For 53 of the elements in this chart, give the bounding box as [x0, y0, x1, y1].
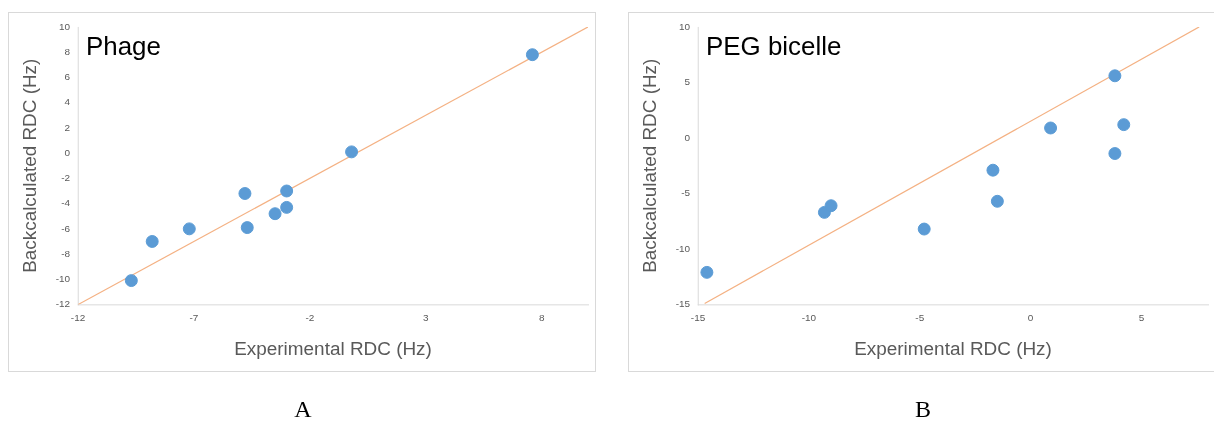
- x-tick-label: -2: [305, 312, 315, 324]
- y-tick-label: -8: [61, 247, 71, 259]
- x-axis-title: Experimental RDC (Hz): [234, 337, 432, 359]
- y-tick-label: 8: [64, 45, 71, 57]
- y-tick-label: -6: [61, 222, 71, 234]
- point: [145, 235, 159, 248]
- x-tick-label: 8: [538, 312, 545, 324]
- text: A: [293, 396, 313, 423]
- point: [1117, 118, 1131, 132]
- point: [280, 184, 294, 198]
- x-tick-label: -7: [189, 312, 199, 324]
- point: [238, 187, 252, 200]
- y-tick-label: -10: [55, 273, 71, 285]
- point: [268, 207, 282, 221]
- point: [1108, 147, 1122, 160]
- y-tick-label: 0: [684, 131, 691, 143]
- point: [345, 145, 359, 159]
- point: [1108, 69, 1122, 83]
- y-tick-label: -5: [681, 187, 691, 199]
- point: [182, 222, 196, 236]
- point: [700, 265, 714, 279]
- chart-title: Phage: [85, 31, 161, 60]
- x-tick-label: 0: [1027, 312, 1034, 324]
- y-tick-label: -15: [675, 298, 691, 310]
- point: [1044, 121, 1058, 135]
- point: [124, 274, 138, 288]
- y-tick-label: 0: [64, 146, 71, 158]
- y-axis-title: Backcalculated RDC (Hz): [638, 58, 660, 273]
- point: [240, 221, 254, 235]
- y-tick-label: 10: [58, 20, 71, 32]
- y-tick-label: 6: [64, 71, 71, 83]
- chart-title: PEG bicelle: [705, 31, 842, 60]
- y-tick-label: 2: [64, 121, 71, 133]
- x-tick-label: -10: [801, 312, 817, 324]
- y-axis-title: Backcalculated RDC (Hz): [18, 58, 40, 273]
- point: [917, 222, 931, 236]
- y-tick-label: -12: [55, 298, 71, 310]
- y-tick-label: -2: [61, 172, 71, 184]
- y-tick-label: -4: [61, 197, 71, 209]
- x-axis-title: Experimental RDC (Hz): [854, 337, 1052, 359]
- point: [824, 199, 838, 213]
- point: [525, 48, 539, 62]
- point: [986, 163, 1000, 177]
- y-tick-label: 10: [678, 20, 691, 32]
- y-tick-label: 5: [684, 76, 691, 88]
- point: [990, 194, 1004, 208]
- point: [280, 200, 294, 214]
- x-tick-label: 3: [422, 312, 429, 324]
- x-tick-label: -5: [915, 312, 925, 324]
- y-tick-label: -10: [675, 242, 691, 254]
- text: B: [914, 396, 932, 423]
- y-tick-label: 4: [64, 96, 71, 108]
- x-tick-label: 5: [1138, 312, 1145, 324]
